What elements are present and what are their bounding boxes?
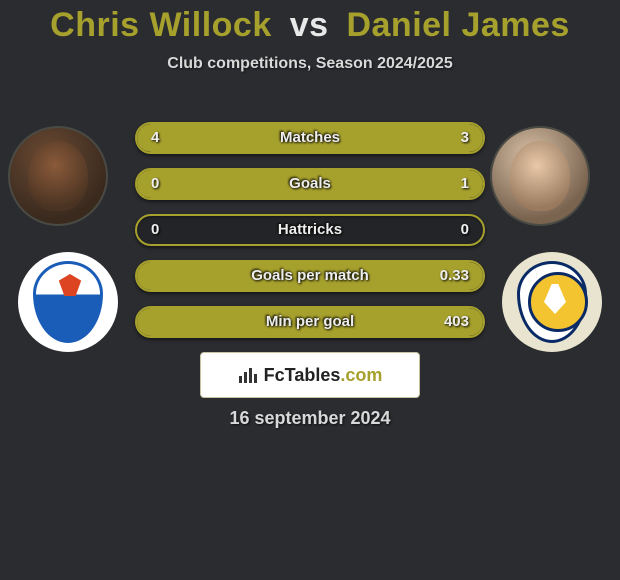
stat-label: Matches [137, 124, 483, 152]
stat-label: Min per goal [137, 308, 483, 336]
brand-prefix: Fc [264, 365, 285, 385]
player1-avatar [8, 126, 108, 226]
stat-value-right: 403 [444, 308, 469, 336]
stat-value-left: 4 [151, 124, 159, 152]
bar-chart-icon [238, 366, 258, 384]
face-icon [510, 141, 570, 211]
date-label: 16 september 2024 [0, 408, 620, 429]
stat-value-right: 1 [461, 170, 469, 198]
stat-label: Hattricks [137, 216, 483, 244]
stat-label: Goals [137, 170, 483, 198]
brand-text: FcTables.com [264, 365, 383, 386]
vs-label: vs [290, 6, 329, 44]
stat-row: Goals per match0.33 [135, 260, 485, 292]
brand-domain: .com [340, 365, 382, 385]
player2-club-crest [502, 252, 602, 352]
stat-row: Hattricks0 0 [135, 214, 485, 246]
subtitle: Club competitions, Season 2024/2025 [0, 55, 620, 73]
page-title: Chris Willock vs Daniel James [0, 0, 620, 45]
stat-value-right: 0.33 [440, 262, 469, 290]
shield-icon [517, 261, 587, 343]
player2-avatar [490, 126, 590, 226]
stat-bar-group: Matches43Goals01Hattricks00Goals per mat… [135, 122, 485, 352]
stat-label: Goals per match [137, 262, 483, 290]
stat-row: Goals0 1 [135, 168, 485, 200]
brand-suffix: Tables [285, 365, 341, 385]
face-icon [28, 141, 88, 211]
stat-value-right: 3 [461, 124, 469, 152]
stat-row: Min per goal403 [135, 306, 485, 338]
player1-club-crest [18, 252, 118, 352]
stat-row: Matches4 3 [135, 122, 485, 154]
stat-value-right: 0 [461, 216, 469, 244]
shield-icon [33, 261, 103, 343]
stat-value-left: 0 [151, 216, 159, 244]
player2-name: Daniel James [346, 6, 569, 44]
comparison-infographic: Chris Willock vs Daniel James Club compe… [0, 0, 620, 580]
player1-name: Chris Willock [50, 6, 272, 44]
stat-value-left: 0 [151, 170, 159, 198]
brand-box: FcTables.com [200, 352, 420, 398]
